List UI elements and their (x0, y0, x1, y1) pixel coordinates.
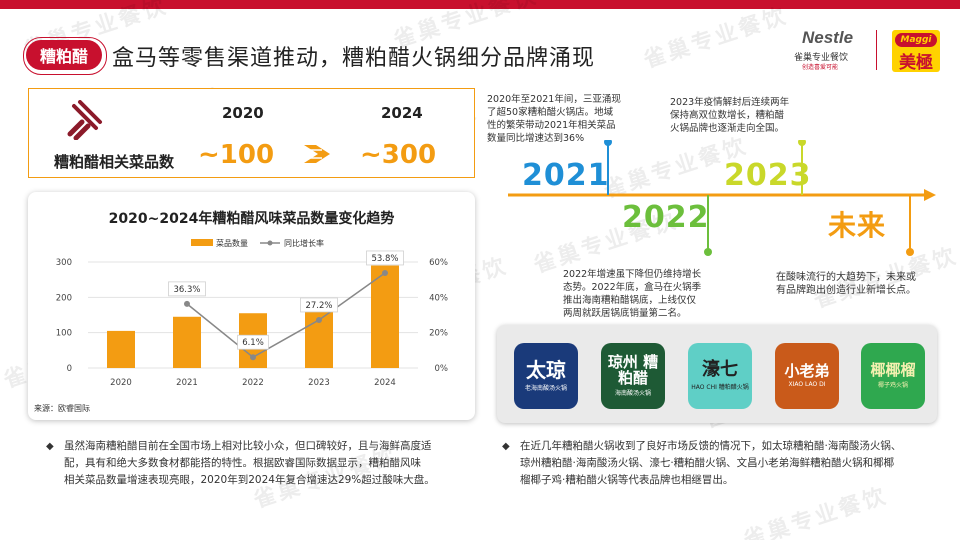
brand-logo-yeyeliu: 椰椰榴 椰子鸡火锅 (861, 343, 925, 409)
nestle-wordmark: Nestle (802, 28, 854, 47)
logo-divider (876, 30, 877, 70)
bullet-market-insight: ◆ 虽然海南糟粕醋目前在全国市场上相对比较小众，但口碑较好，且与海鲜高度适 配，… (46, 440, 435, 486)
growth-rate-label: 36.3% (173, 285, 200, 295)
stat-year-end: 2024 (381, 104, 423, 122)
x-tick-label: 2021 (176, 378, 198, 388)
timeline-dot-future (906, 248, 914, 256)
growth-rate-point (382, 269, 388, 276)
growth-rate-point (316, 316, 322, 323)
growth-rate-label-box (300, 297, 338, 313)
watermark: 雀巢专业餐饮 (640, 3, 791, 74)
timeline-dot-2022 (704, 248, 712, 256)
chart-panel (28, 192, 475, 420)
timeline-note-2021: 2020年至2021年间，三亚涌现 了超50家糟粕醋火锅店。地域 性的繁荣带动2… (487, 94, 621, 144)
maggi-wordmark: Maggi (895, 33, 937, 47)
timeline-dot-2023 (798, 140, 806, 146)
timeline-year-future: 未来 (828, 209, 887, 242)
chart-bar (371, 265, 399, 368)
timeline-arrowhead (924, 189, 936, 201)
bullet-brand-insight: ◆ 在近几年糟粕醋火锅收到了良好市场反馈的情况下，如太琼糟粕醋·海南酸汤火锅、 … (502, 440, 902, 486)
stat-year-start: 2020 (222, 104, 264, 122)
chart-bar (173, 316, 201, 368)
maggi-logo: Maggi 美極 (892, 30, 940, 73)
maggi-cn-wordmark: 美極 (899, 53, 933, 73)
dish-count-summary (28, 88, 475, 178)
growth-rate-point (250, 354, 256, 361)
diamond-bullet-icon: ◆ (46, 441, 54, 452)
growth-rate-point (184, 300, 190, 307)
timeline-year-2022: 2022 (622, 200, 710, 235)
stat-value-start: ~100 (198, 140, 275, 170)
growth-rate-label-box (366, 250, 404, 266)
chart-bar (107, 330, 135, 368)
growth-rate-label: 53.8% (371, 254, 398, 264)
dish-count-label: 糟粕醋相关菜品数 (54, 153, 175, 171)
dish-trend-chart: 0 100 200 300 0% 20% 40% 60% 菜品数量 同比增长率 2020 2021 20… (56, 238, 449, 388)
chopsticks-icon (67, 100, 102, 140)
y-tick-left: 200 (56, 293, 72, 303)
x-tick-label: 2020 (110, 378, 132, 388)
timeline-dot-2021 (604, 140, 612, 146)
brand-logo-qiongzhou: 琼州 糟粕醋 海南酸汤火锅 (601, 343, 665, 409)
top-accent-bar (0, 0, 960, 9)
y-tick-right: 0% (435, 364, 449, 374)
nestle-logo: Nestle 雀巢专业餐饮 创造喜爱可能 (790, 28, 862, 72)
legend-marker-line (267, 240, 273, 246)
timeline-note-2023: 2023年疫情解封后连续两年 保持高双位数增长，糟粕醋 火锅品牌也逐渐走向全国。 (670, 97, 790, 134)
brand-logo-xiaolaodi: 小老弟 XIAO LAO DI (775, 343, 839, 409)
x-tick-label: 2022 (242, 378, 264, 388)
nestle-subtitle: 雀巢专业餐饮 (794, 53, 849, 63)
growth-rate-label-box (168, 281, 206, 297)
nestle-tagline: 创造喜爱可能 (802, 64, 839, 71)
y-tick-left: 0 (67, 364, 72, 374)
y-tick-right: 60% (429, 258, 448, 268)
growth-rate-label: 27.2% (305, 301, 332, 311)
timeline-note-2022: 2022年增速虽下降但仍维持增长 态势。2022年底，盒马在火锅季 推出海南糟粕… (563, 269, 702, 319)
page-title: 盒马等零售渠道推动，糟粕醋火锅细分品牌涌现 (112, 46, 596, 71)
timeline-note-future: 在酸味流行的大趋势下，未来或 有品牌跑出创造行业新增长点。 (776, 272, 916, 296)
x-tick-label: 2023 (308, 378, 330, 388)
growth-rate-label: 6.1% (242, 338, 264, 348)
growth-rate-line (186, 272, 386, 359)
y-tick-left: 100 (56, 329, 72, 339)
brand-logo-taiqiong: 太琼 老海南酸汤火锅 (514, 343, 578, 409)
diamond-bullet-icon: ◆ (502, 441, 510, 452)
timeline-year-2021: 2021 (522, 158, 610, 193)
timeline-graphic (508, 140, 936, 256)
y-tick-right: 40% (429, 293, 448, 303)
legend-label-line: 同比增长率 (284, 238, 324, 248)
stat-value-end: ~300 (360, 140, 437, 170)
chart-title: 2020~2024年糟粕醋风味菜品数量变化趋势 (108, 211, 395, 227)
legend-label-bar: 菜品数量 (216, 238, 248, 248)
growth-arrow-icon (304, 145, 330, 163)
timeline-year-2023: 2023 (724, 158, 812, 193)
y-tick-right: 20% (429, 329, 448, 339)
x-tick-label: 2024 (374, 378, 396, 388)
y-tick-left: 300 (56, 258, 72, 268)
topic-badge: 糟粕醋 (23, 37, 107, 75)
legend-swatch-bar (191, 239, 213, 246)
chart-source: 来源：欧睿国际 (34, 404, 90, 413)
growth-rate-label-box (237, 334, 269, 350)
brand-logo-haoqi: 濠七 HAO CHI 糟粕醋火锅 (688, 343, 752, 409)
